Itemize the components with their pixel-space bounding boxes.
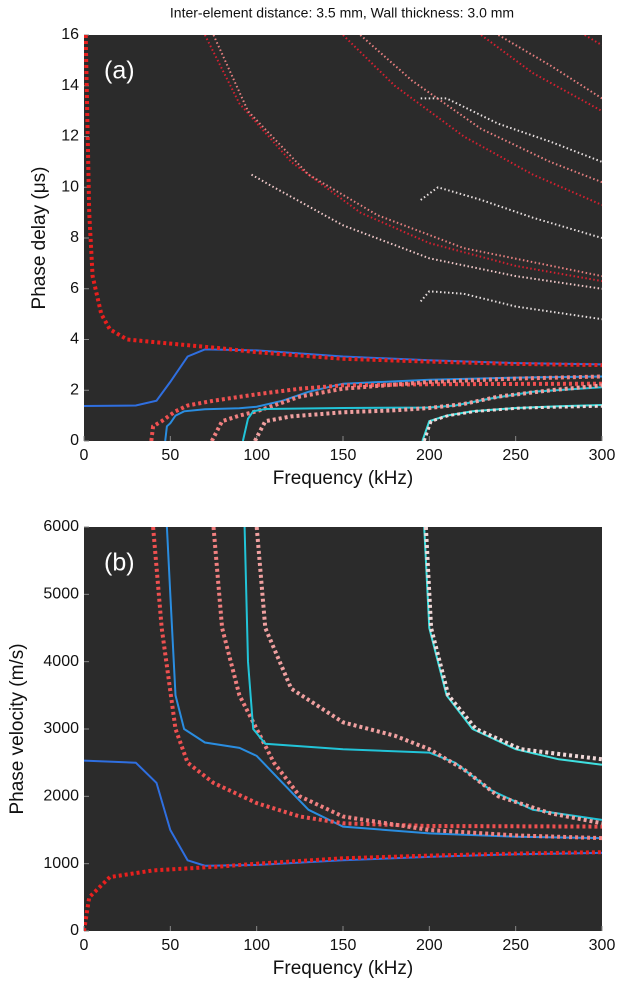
data-line	[497, 35, 602, 100]
data-line	[84, 35, 602, 368]
y-axis-label: Phase velocity (m/s)	[7, 643, 28, 814]
x-tick-label: 0	[80, 937, 89, 954]
x-tick-label: 200	[416, 937, 443, 954]
y-tick-label: 5000	[43, 586, 79, 603]
panel-label: (a)	[104, 57, 135, 85]
y-tick-label: 16	[61, 26, 79, 43]
x-tick-label: 100	[243, 447, 270, 464]
x-tick-label: 150	[330, 447, 357, 464]
data-line	[165, 527, 602, 840]
data-line	[210, 374, 602, 441]
plot-background	[84, 35, 602, 441]
data-line	[584, 35, 602, 47]
data-line	[164, 375, 602, 441]
x-tick-label: 50	[161, 937, 179, 954]
x-tick-label: 200	[416, 447, 443, 464]
y-tick-label: 3000	[43, 720, 79, 737]
x-tick-label: 150	[330, 937, 357, 954]
y-tick-label: 8	[70, 229, 79, 246]
x-tick-label: 50	[161, 447, 179, 464]
data-line	[342, 35, 602, 206]
y-tick-label: 12	[61, 128, 79, 145]
y-tick-label: 14	[61, 77, 79, 94]
x-tick-label: 0	[80, 447, 89, 464]
x-tick-label: 300	[589, 447, 616, 464]
data-line	[420, 186, 602, 239]
y-tick-label: 4000	[43, 653, 79, 670]
y-tick-label: 2000	[43, 788, 79, 805]
chart-title: Inter-element distance: 3.5 mm, Wall thi…	[170, 5, 514, 21]
y-tick-label: 6000	[43, 518, 79, 535]
x-tick-label: 250	[502, 937, 529, 954]
data-line	[84, 850, 602, 931]
y-axis-label: Phase delay (μs)	[29, 167, 50, 310]
data-line	[423, 527, 602, 766]
data-line	[480, 35, 602, 112]
data-line	[419, 290, 602, 321]
y-tick-label: 2	[70, 381, 79, 398]
x-axis-label: Frequency (kHz)	[273, 468, 413, 489]
y-tick-label: 4	[70, 331, 79, 348]
data-line	[253, 383, 602, 441]
x-tick-label: 100	[243, 937, 270, 954]
y-tick-label: 6	[70, 280, 79, 297]
panel-label: (b)	[104, 549, 135, 577]
x-axis-label: Frequency (kHz)	[273, 958, 413, 979]
data-line	[359, 35, 602, 184]
data-line	[254, 527, 602, 826]
data-line	[423, 527, 602, 762]
y-tick-label: 10	[61, 178, 79, 195]
x-tick-label: 250	[502, 447, 529, 464]
y-tick-label: 1000	[43, 855, 79, 872]
y-tick-label: 0	[70, 922, 79, 939]
y-tick-label: 0	[70, 432, 79, 449]
x-tick-label: 300	[589, 937, 616, 954]
data-line	[204, 35, 602, 283]
data-line	[251, 173, 602, 290]
